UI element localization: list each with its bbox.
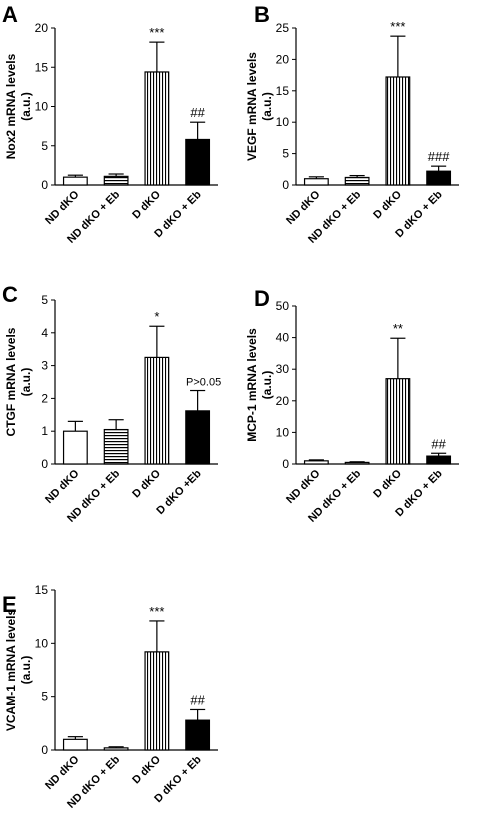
y-tick-label: 25 bbox=[276, 21, 290, 35]
y-tick-label: 15 bbox=[35, 60, 49, 74]
y-tick-label: 50 bbox=[276, 299, 290, 313]
y-axis-label: VCAM-1 mRNA levels bbox=[4, 609, 18, 732]
bar bbox=[62, 430, 88, 465]
significance-label: P>0.05 bbox=[186, 377, 221, 389]
significance-label: ## bbox=[190, 105, 205, 120]
x-tick-label: ND dKO bbox=[284, 467, 323, 506]
y-tick-label: 3 bbox=[41, 359, 48, 373]
significance-label: *** bbox=[390, 19, 405, 34]
y-tick-label: 20 bbox=[35, 21, 49, 35]
bar bbox=[185, 138, 211, 186]
bar bbox=[144, 356, 170, 465]
y-tick-label: 0 bbox=[41, 743, 48, 757]
panel-letter: C bbox=[2, 282, 18, 307]
x-tick-label: D dKO bbox=[130, 753, 163, 786]
y-tick-label: 10 bbox=[35, 100, 49, 114]
bar bbox=[303, 460, 329, 465]
bar bbox=[185, 410, 211, 465]
y-tick-label: 20 bbox=[276, 52, 290, 66]
y-axis-label: MCP-1 mRNA levels bbox=[245, 328, 259, 442]
x-tick-label: ND dKO bbox=[43, 753, 82, 792]
bar bbox=[103, 747, 129, 751]
bar bbox=[144, 651, 170, 751]
x-tick-label: D dKO bbox=[130, 467, 163, 500]
x-tick-label: ND dKO bbox=[43, 188, 82, 227]
panel-letter: B bbox=[254, 2, 270, 27]
y-axis-label: CTGF mRNA levels bbox=[4, 327, 18, 436]
bar bbox=[62, 738, 88, 751]
y-tick-label: 15 bbox=[276, 84, 290, 98]
bar bbox=[144, 71, 170, 186]
y-tick-label: 0 bbox=[41, 178, 48, 192]
y-axis-label: VEGF mRNA levels bbox=[245, 52, 259, 161]
x-tick-label: ND dKO bbox=[284, 188, 323, 227]
bar bbox=[426, 455, 452, 465]
x-tick-label: D dKO bbox=[371, 188, 404, 221]
y-tick-label: 5 bbox=[282, 147, 289, 161]
y-tick-label: 0 bbox=[41, 457, 48, 471]
y-tick-label: 5 bbox=[41, 690, 48, 704]
y-tick-label: 5 bbox=[41, 139, 48, 153]
significance-label: ** bbox=[393, 321, 403, 336]
y-axis-label-unit: (a.u.) bbox=[260, 371, 274, 400]
significance-label: ### bbox=[428, 149, 450, 164]
bar bbox=[344, 176, 370, 186]
bar bbox=[385, 76, 411, 186]
y-axis-label-unit: (a.u.) bbox=[260, 92, 274, 121]
y-tick-label: 10 bbox=[276, 425, 290, 439]
x-tick-label: D dKO +Eb bbox=[154, 467, 204, 517]
bar bbox=[185, 719, 211, 751]
y-tick-label: 30 bbox=[276, 362, 290, 376]
bar bbox=[426, 170, 452, 186]
x-tick-label: ND dKO bbox=[43, 467, 82, 506]
bar bbox=[303, 178, 329, 186]
panel-letter: D bbox=[254, 286, 270, 311]
y-tick-label: 40 bbox=[276, 331, 290, 345]
y-tick-label: 15 bbox=[35, 583, 49, 597]
bar bbox=[103, 428, 129, 465]
y-tick-label: 1 bbox=[41, 424, 48, 438]
bar bbox=[62, 176, 88, 186]
bar bbox=[385, 378, 411, 465]
x-tick-label: D dKO bbox=[130, 188, 163, 221]
significance-label: *** bbox=[149, 604, 164, 619]
significance-label: *** bbox=[149, 25, 164, 40]
panel-letter: A bbox=[2, 2, 18, 27]
y-axis-label-unit: (a.u.) bbox=[19, 368, 33, 397]
y-axis-label-unit: (a.u.) bbox=[19, 92, 33, 121]
x-tick-label: D dKO bbox=[371, 467, 404, 500]
y-tick-label: 0 bbox=[282, 178, 289, 192]
y-axis-label: Nox2 mRNA levels bbox=[4, 53, 18, 159]
bar bbox=[103, 175, 129, 186]
y-tick-label: 5 bbox=[41, 293, 48, 307]
significance-label: * bbox=[154, 309, 159, 324]
y-tick-label: 10 bbox=[35, 636, 49, 650]
y-tick-label: 10 bbox=[276, 115, 290, 129]
y-axis-label-unit: (a.u.) bbox=[19, 656, 33, 685]
y-tick-label: 20 bbox=[276, 394, 290, 408]
y-tick-label: 4 bbox=[41, 326, 48, 340]
bar bbox=[344, 461, 370, 465]
chart-panel-d: D 0 10 20 30 40 50 MCP-1 mRNA levels (a.u.) ND dK… bbox=[245, 286, 459, 525]
y-tick-label: 2 bbox=[41, 391, 48, 405]
y-tick-label: 0 bbox=[282, 457, 289, 471]
significance-label: ## bbox=[431, 436, 446, 451]
significance-label: ## bbox=[190, 692, 205, 707]
panel-letter: E bbox=[2, 592, 17, 617]
